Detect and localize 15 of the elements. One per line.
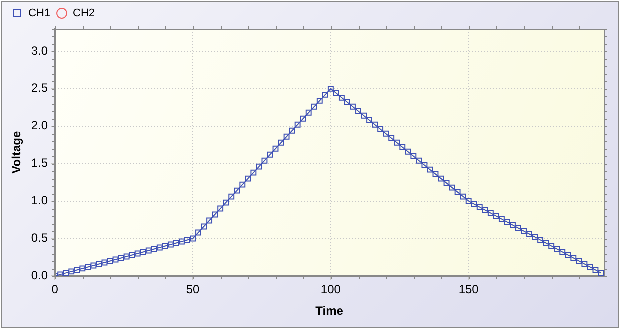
- x-axis-title: Time: [316, 304, 344, 318]
- legend-label: CH2: [73, 8, 96, 20]
- x-tick-label: 150: [458, 282, 480, 297]
- y-axis-title: Voltage: [10, 131, 24, 174]
- x-tick-label: 0: [52, 282, 59, 297]
- y-tick-label: 1.5: [31, 156, 48, 170]
- legend-label: CH1: [28, 8, 51, 20]
- y-tick-label: 3.0: [31, 44, 48, 58]
- x-tick-label: 50: [186, 282, 200, 297]
- y-tick-label: 0.0: [31, 268, 48, 283]
- y-tick-label: 2.0: [31, 118, 48, 133]
- y-tick-label: 0.5: [31, 231, 48, 246]
- x-tick-label: 100: [320, 282, 342, 297]
- y-tick-label: 1.0: [31, 194, 48, 208]
- y-tick-label: 2.5: [31, 81, 48, 96]
